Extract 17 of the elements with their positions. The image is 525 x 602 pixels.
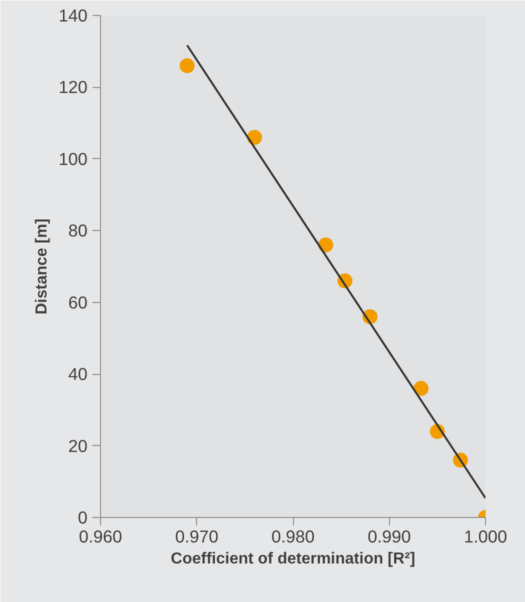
point [414,380,429,396]
y-tick-label: 20 [68,436,88,456]
x-tick-label: 1.000 [464,526,508,546]
x-axis-title: Coefficient of determination [R²] [170,550,416,568]
y-tick-label: 100 [58,148,88,169]
x-tick-label: 0.990 [368,526,411,546]
y-tick-label: 120 [58,77,88,98]
point [180,58,195,74]
y-tick-label: 0 [78,508,88,528]
x-tick-label: 0.970 [175,526,218,546]
y-tick-label: 60 [68,292,88,312]
x-tick-label: 0.960 [78,526,122,546]
x-tick-label: 0.980 [271,526,315,546]
y-tick-label: 80 [68,220,88,241]
y-axis-title: Distance [m] [34,218,51,315]
y-tick-label: 40 [68,364,88,384]
y-tick-label: 140 [58,6,88,26]
